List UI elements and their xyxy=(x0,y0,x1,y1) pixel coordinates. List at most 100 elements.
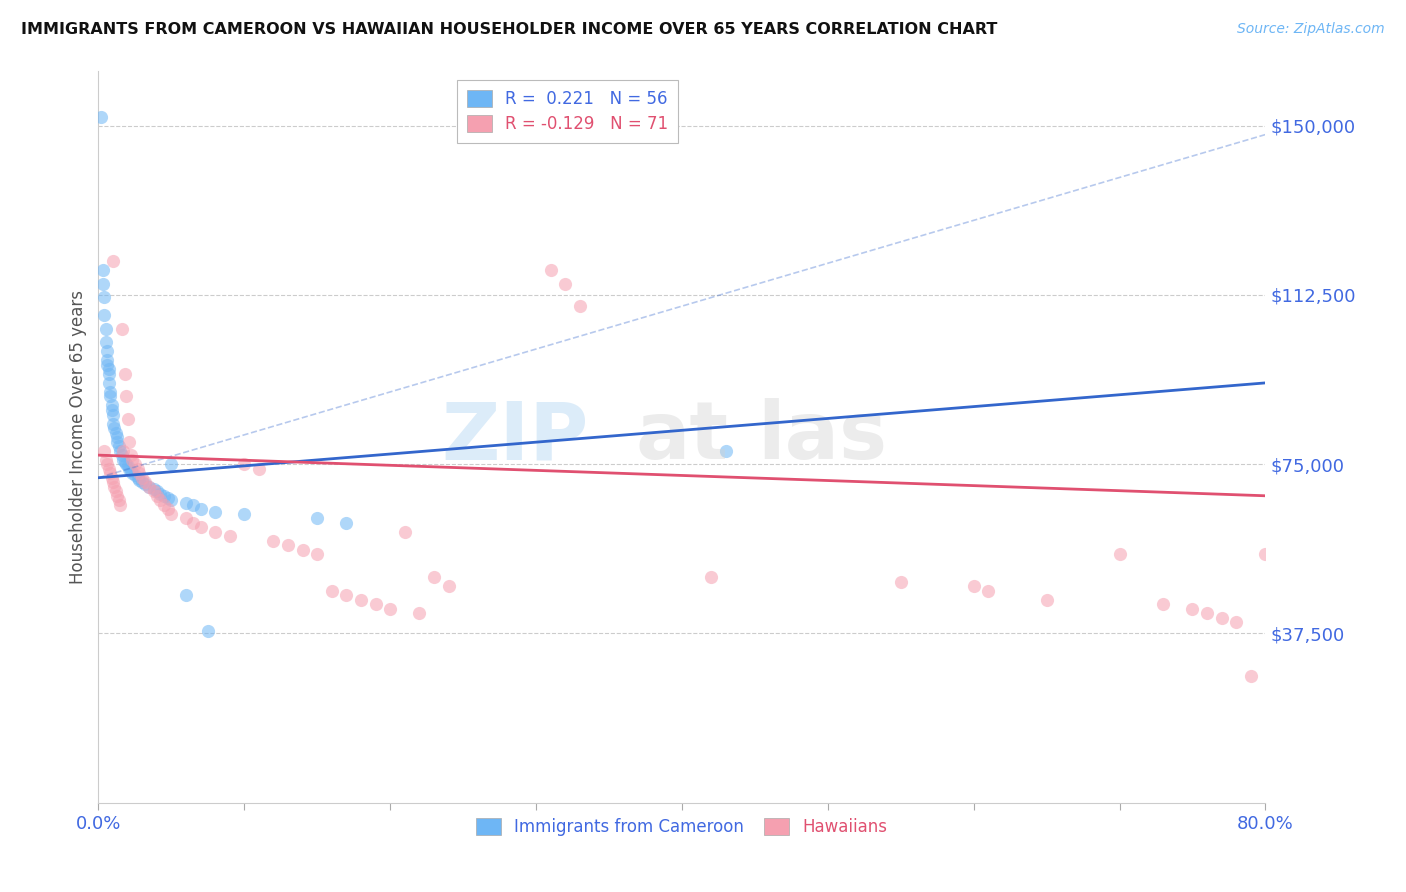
Point xyxy=(321,583,343,598)
Point xyxy=(153,498,176,512)
Point xyxy=(127,461,149,475)
Point xyxy=(138,480,160,494)
Point xyxy=(149,493,172,508)
Point xyxy=(120,464,142,478)
Point xyxy=(146,489,169,503)
Point xyxy=(97,461,120,475)
Point xyxy=(96,457,118,471)
Point xyxy=(1254,548,1277,562)
Point xyxy=(103,421,125,435)
Point xyxy=(118,461,141,475)
Point xyxy=(101,417,124,431)
Point xyxy=(134,477,156,491)
Point xyxy=(174,511,197,525)
Point xyxy=(105,430,128,444)
Point xyxy=(554,277,576,291)
Point xyxy=(233,507,256,521)
Point xyxy=(114,455,136,469)
Point xyxy=(1181,601,1204,615)
Point xyxy=(277,538,299,552)
Point xyxy=(100,399,122,413)
Point xyxy=(98,384,121,399)
Point xyxy=(93,290,115,304)
Text: Source: ZipAtlas.com: Source: ZipAtlas.com xyxy=(1237,22,1385,37)
Point xyxy=(394,524,416,539)
Point xyxy=(408,606,430,620)
Point xyxy=(1268,552,1291,566)
Point xyxy=(1195,606,1218,620)
Point xyxy=(104,484,127,499)
Point xyxy=(112,452,135,467)
Point xyxy=(540,263,562,277)
Point xyxy=(204,524,226,539)
Point xyxy=(101,254,124,268)
Point xyxy=(124,468,146,483)
Point xyxy=(90,110,112,124)
Point xyxy=(131,475,153,490)
Point xyxy=(160,493,183,508)
Point xyxy=(97,362,120,376)
Legend: Immigrants from Cameroon, Hawaiians: Immigrants from Cameroon, Hawaiians xyxy=(467,807,897,846)
Point xyxy=(138,480,160,494)
Point xyxy=(108,493,131,508)
Point xyxy=(104,425,127,440)
Point xyxy=(101,408,124,422)
Point xyxy=(714,443,737,458)
Point xyxy=(103,480,125,494)
Point xyxy=(437,579,460,593)
Point xyxy=(1152,597,1174,611)
Point xyxy=(128,473,150,487)
Point xyxy=(1225,615,1247,630)
Point xyxy=(117,459,139,474)
Point xyxy=(94,322,117,336)
Point xyxy=(197,624,219,639)
Point xyxy=(307,548,329,562)
Point xyxy=(111,448,134,462)
Point xyxy=(101,475,124,490)
Point xyxy=(568,299,591,313)
Point xyxy=(91,263,114,277)
Point xyxy=(115,389,138,403)
Point xyxy=(94,335,117,350)
Point xyxy=(700,570,723,584)
Point xyxy=(181,516,204,530)
Point xyxy=(157,491,180,505)
Point xyxy=(174,588,197,602)
Point xyxy=(117,412,139,426)
Point xyxy=(218,529,240,543)
Point xyxy=(190,502,212,516)
Point xyxy=(100,403,122,417)
Point xyxy=(160,457,183,471)
Point xyxy=(1240,669,1263,683)
Text: IMMIGRANTS FROM CAMEROON VS HAWAIIAN HOUSEHOLDER INCOME OVER 65 YEARS CORRELATIO: IMMIGRANTS FROM CAMEROON VS HAWAIIAN HOU… xyxy=(21,22,997,37)
Point xyxy=(94,452,117,467)
Point xyxy=(115,457,138,471)
Point xyxy=(98,389,121,403)
Point xyxy=(100,471,122,485)
Point xyxy=(108,439,131,453)
Point xyxy=(307,511,329,525)
Point xyxy=(335,588,357,602)
Point xyxy=(149,486,172,500)
Point xyxy=(112,443,135,458)
Point xyxy=(127,471,149,485)
Point xyxy=(124,457,146,471)
Point xyxy=(142,484,165,499)
Point xyxy=(96,353,118,368)
Point xyxy=(96,344,118,359)
Point xyxy=(174,495,197,509)
Point xyxy=(114,367,136,381)
Point xyxy=(91,277,114,291)
Point xyxy=(204,505,226,519)
Point xyxy=(181,498,204,512)
Point xyxy=(118,434,141,449)
Point xyxy=(153,489,176,503)
Point xyxy=(97,376,120,390)
Point xyxy=(423,570,446,584)
Point xyxy=(105,489,128,503)
Point xyxy=(364,597,387,611)
Point xyxy=(190,520,212,534)
Point xyxy=(96,358,118,372)
Point xyxy=(121,452,143,467)
Point xyxy=(335,516,357,530)
